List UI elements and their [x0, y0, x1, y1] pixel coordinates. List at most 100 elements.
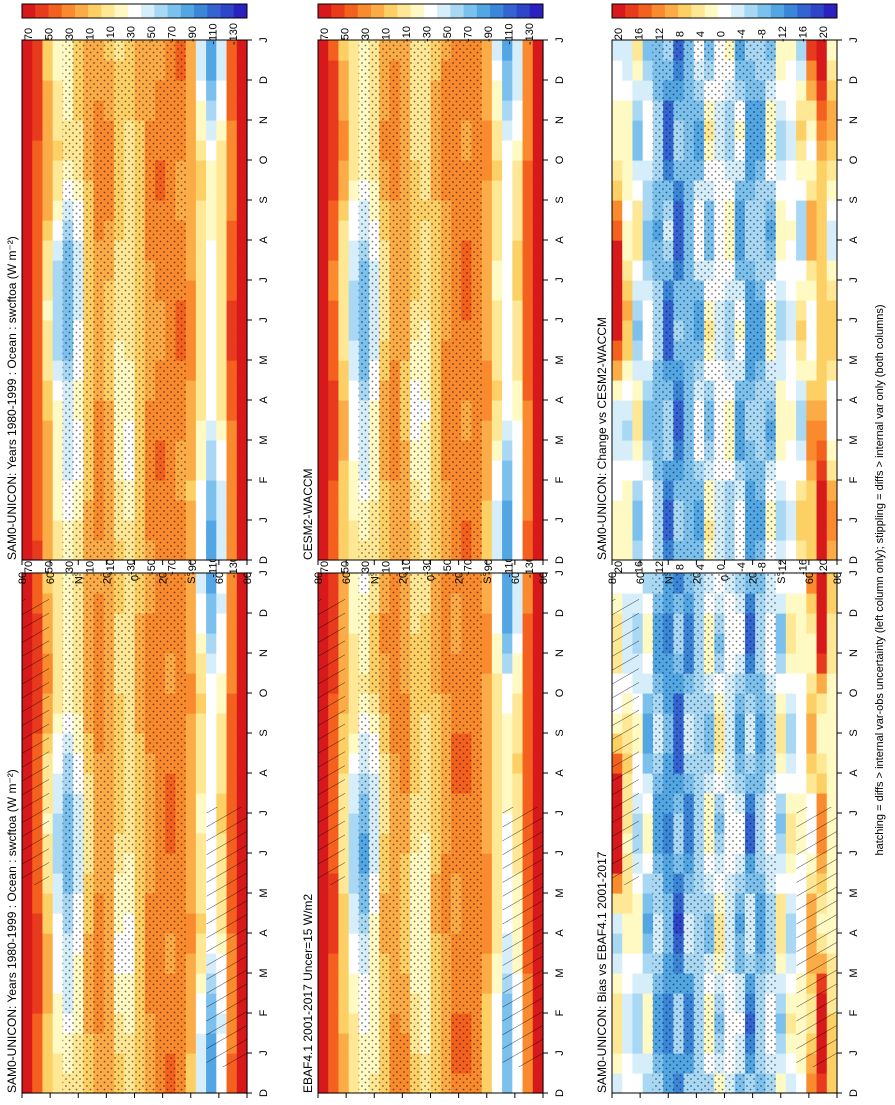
heatmap-cell	[776, 60, 787, 81]
heatmap-cell	[328, 280, 339, 301]
heatmap-cell	[196, 420, 207, 441]
heatmap-cell	[786, 340, 797, 361]
heatmap-cell	[237, 220, 248, 241]
heatmap-cell	[523, 220, 534, 241]
heatmap-cell	[796, 220, 807, 241]
heatmap-cell	[632, 160, 643, 181]
heatmap-cell	[817, 480, 828, 501]
month-tick-label: O	[258, 688, 270, 697]
heatmap-cell	[22, 1053, 33, 1074]
heatmap-cell	[216, 300, 227, 321]
heatmap-cell	[32, 400, 43, 421]
heatmap-cell	[482, 40, 493, 61]
heatmap-cell	[643, 360, 654, 381]
lat-tick-label: S°	[186, 572, 198, 584]
heatmap-cell	[512, 280, 523, 301]
heatmap-cell	[827, 300, 838, 321]
colorbar-swatch	[718, 4, 732, 18]
heatmap-cell	[338, 340, 349, 361]
heatmap-cell	[612, 480, 623, 501]
month-tick-label: F	[258, 476, 270, 483]
colorbar-label: -8	[756, 29, 768, 39]
heatmap-cell	[776, 613, 787, 634]
month-tick-label: S	[848, 729, 860, 736]
heatmap-cell	[318, 993, 329, 1014]
heatmap-cell	[643, 500, 654, 521]
heatmap-cell	[786, 833, 797, 854]
colorbar-label: -10	[401, 26, 413, 42]
heatmap-cell	[523, 500, 534, 521]
heatmap-cell	[492, 753, 503, 774]
heatmap-cell	[328, 260, 339, 281]
colorbar-swatch	[128, 4, 142, 18]
heatmap-cell	[817, 100, 828, 121]
heatmap-cell	[196, 853, 207, 874]
heatmap-cell	[328, 893, 339, 914]
heatmap-cell	[32, 300, 43, 321]
heatmap-cell	[186, 40, 197, 61]
heatmap-cell	[186, 340, 197, 361]
panel-title: SAM0-UNICON: Years 1980-1999 : Ocean : s…	[5, 236, 19, 560]
heatmap-cell	[216, 460, 227, 481]
heatmap-cell	[338, 80, 349, 101]
heatmap-cell	[533, 400, 544, 421]
heatmap-cell	[186, 893, 197, 914]
heatmap-cell	[502, 160, 513, 181]
heatmap-cell	[622, 200, 633, 221]
heatmap-cell	[196, 80, 207, 101]
heatmap-cell	[512, 180, 523, 201]
heatmap-cell	[492, 500, 503, 521]
heatmap-cell	[622, 220, 633, 241]
colorbar: 70 50 30 10 -10 -30 -50 -70 -90 -110 -130	[318, 4, 543, 45]
heatmap-cell	[349, 593, 360, 614]
month-tick-label: A	[258, 769, 270, 777]
heatmap-cell	[53, 240, 64, 261]
heatmap-cell	[533, 500, 544, 521]
heatmap-cell	[237, 340, 248, 361]
heatmap-cell	[492, 633, 503, 654]
heatmap-cell	[817, 80, 828, 101]
heatmap-cell	[827, 380, 838, 401]
heatmap-cell	[206, 80, 217, 101]
heatmap-cell	[776, 1033, 787, 1054]
heatmap-cell	[349, 100, 360, 121]
heatmap-cell	[643, 1053, 654, 1074]
heatmap-cell	[643, 1033, 654, 1054]
heatmap-cell	[512, 240, 523, 261]
heatmap-cell	[806, 160, 817, 181]
heatmap-cell	[632, 340, 643, 361]
heatmap-cell	[776, 180, 787, 201]
colorbar-swatch	[331, 4, 345, 18]
heatmap-cell	[512, 540, 523, 561]
heatmap-cell	[512, 1073, 523, 1094]
heatmap-cell	[237, 1073, 248, 1094]
colorbar-swatch	[638, 4, 652, 18]
heatmap-cell	[216, 653, 227, 674]
heatmap-cell	[22, 240, 33, 261]
heatmap-cell	[492, 593, 503, 614]
heatmap-cell	[632, 460, 643, 481]
heatmap-cell	[186, 400, 197, 421]
heatmap-cell	[796, 653, 807, 674]
heatmap-cell	[796, 380, 807, 401]
heatmap-cell	[206, 240, 217, 261]
heatmap-cell	[318, 220, 329, 241]
heatmap-cell	[53, 733, 64, 754]
heatmap-cell	[482, 1053, 493, 1074]
colorbar-label: -30	[422, 559, 434, 575]
heatmap-cell	[776, 260, 787, 281]
heatmap-cell	[492, 1033, 503, 1054]
heatmap-cell	[482, 613, 493, 634]
heatmap-cell	[349, 693, 360, 714]
heatmap-cell	[622, 500, 633, 521]
heatmap-cell	[186, 100, 197, 121]
heatmap-cell	[482, 753, 493, 774]
heatmap-cell	[206, 733, 217, 754]
heatmap-cell	[492, 380, 503, 401]
heatmap-cell	[237, 520, 248, 541]
heatmap-cell	[612, 200, 623, 221]
month-tick-label: M	[554, 968, 566, 977]
heatmap-cell	[53, 653, 64, 674]
heatmap-cell	[512, 593, 523, 614]
heatmap-cell	[827, 280, 838, 301]
